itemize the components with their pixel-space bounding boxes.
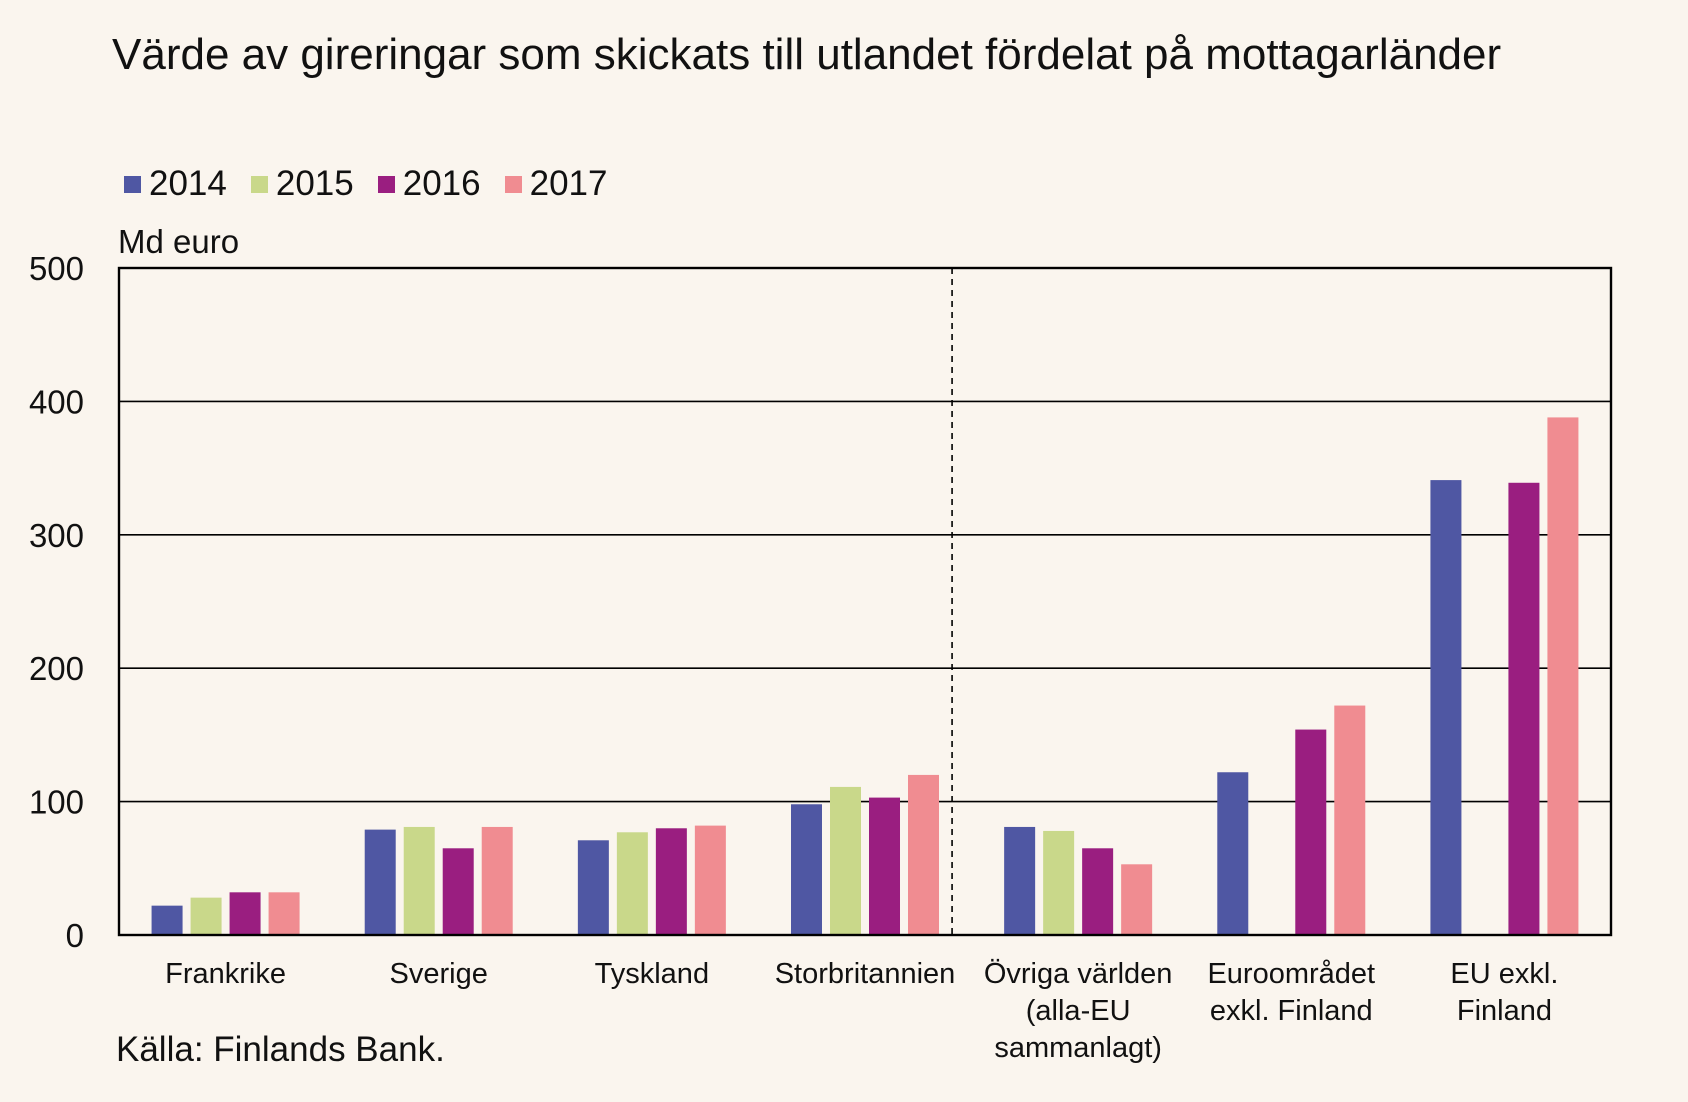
bar-2015-0 [190, 897, 222, 935]
bar-2017-1 [481, 826, 513, 935]
legend-item-2017: 2017 [504, 164, 608, 204]
y-tick-label-200: 200 [29, 650, 84, 687]
bar-2016-3 [869, 797, 900, 935]
bar-2017-4 [1121, 864, 1153, 935]
x-tick-label-3-line-0: Storbritannien [775, 958, 956, 990]
x-tick-label-5-line-0: Euroområdet [1207, 958, 1375, 990]
x-tick-label-2-line-0: Tyskland [595, 958, 709, 990]
bar-2014-6 [1430, 480, 1462, 935]
bar-2015-1 [403, 826, 435, 935]
legend: 2014 2015 2016 2017 [124, 164, 632, 204]
bar-2014-4 [1004, 826, 1036, 935]
bar-2017-6 [1547, 417, 1579, 936]
x-tick-label-6-line-0: EU exkl. [1450, 958, 1558, 990]
bar-2014-2 [577, 840, 609, 935]
legend-label-2017: 2017 [529, 164, 608, 203]
y-tick-label-0: 0 [66, 917, 84, 954]
bar-2017-5 [1334, 705, 1366, 935]
legend-item-2015: 2015 [250, 164, 354, 204]
bar-2016-5 [1295, 729, 1327, 935]
legend-swatch-2014 [124, 175, 141, 193]
bar-2015-2 [616, 832, 648, 935]
bar-2016-6 [1508, 482, 1540, 935]
chart-title: Värde av gireringar som skickats till ut… [112, 30, 1502, 79]
bar-2017-0 [268, 892, 300, 935]
legend-label-2015: 2015 [275, 164, 354, 203]
bar-2016-0 [229, 892, 261, 935]
y-tick-label-500: 500 [29, 250, 84, 287]
legend-item-2014: 2014 [124, 164, 227, 204]
x-tick-label-1-line-0: Sverige [390, 958, 488, 990]
x-tick-label-4-line-2: sammanlagt) [994, 1032, 1162, 1064]
y-tick-label-100: 100 [29, 784, 84, 821]
bar-2015-3 [830, 786, 861, 935]
x-tick-label-5-line-1: exkl. Finland [1210, 995, 1373, 1027]
x-tick-label-4-line-1: (alla-EU [1026, 995, 1131, 1027]
x-tick-label-6-line-1: Finland [1457, 995, 1552, 1027]
bar-2014-0 [151, 905, 183, 935]
bar-2017-3 [908, 774, 939, 935]
legend-item-2016: 2016 [377, 164, 481, 204]
x-tick-label-4-line-0: Övriga världen [984, 958, 1173, 990]
bar-2014-5 [1217, 772, 1249, 935]
legend-label-2016: 2016 [402, 164, 481, 203]
x-tick-label-0-line-0: Frankrike [165, 958, 286, 990]
source-note: Källa: Finlands Bank. [116, 1030, 445, 1069]
bar-2017-2 [694, 825, 726, 935]
bar-2016-1 [442, 848, 474, 935]
legend-swatch-2016 [377, 175, 395, 193]
bar-2016-2 [655, 828, 687, 935]
legend-label-2014: 2014 [149, 164, 227, 203]
legend-swatch-2015 [250, 175, 268, 193]
y-tick-label-300: 300 [29, 517, 84, 554]
bar-2014-3 [791, 804, 822, 935]
bar-2014-1 [364, 829, 396, 935]
y-tick-label-400: 400 [29, 383, 84, 420]
legend-swatch-2017 [504, 175, 522, 193]
y-axis-label: Md euro [118, 223, 239, 260]
plot-frame [117, 266, 1613, 937]
bar-2016-4 [1082, 848, 1114, 935]
bar-2015-4 [1043, 830, 1075, 935]
